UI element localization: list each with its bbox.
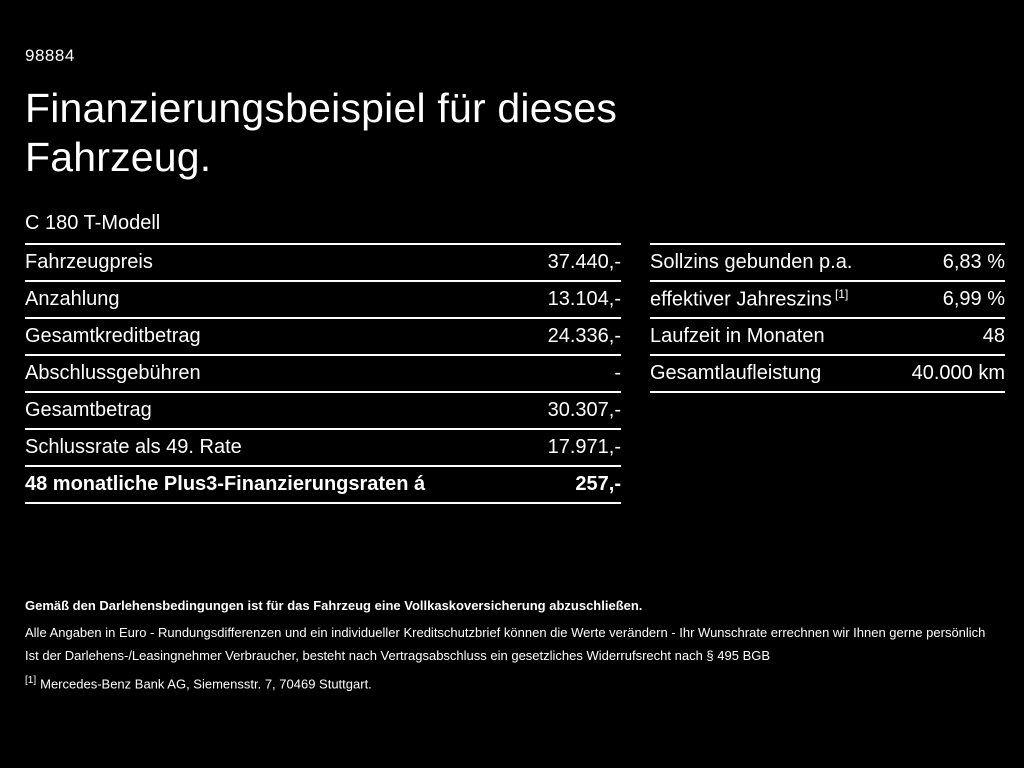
disclaimer-line-1: Alle Angaben in Euro - Rundungsdifferenz… xyxy=(25,625,986,640)
footnote-text: Mercedes-Benz Bank AG, Siemensstr. 7, 70… xyxy=(40,676,372,692)
table-row: Sollzins gebunden p.a. 6,83 % xyxy=(650,243,1005,280)
row-label-text: effektiver Jahreszins xyxy=(650,288,832,311)
table-row: effektiver Jahreszins [1] 6,99 % xyxy=(650,280,1005,317)
rates-table: Sollzins gebunden p.a. 6,83 % effektiver… xyxy=(650,243,1005,393)
row-value: 40.000 km xyxy=(911,362,1005,384)
footnote-bank: [1] Mercedes-Benz Bank AG, Siemensstr. 7,… xyxy=(25,669,1000,695)
row-label: 48 monatliche Plus3-Finanzierungsraten á xyxy=(25,473,426,495)
row-label: Anzahlung xyxy=(25,288,120,310)
row-label: Gesamtlaufleistung xyxy=(650,362,822,384)
disclaimer-line-2: Ist der Darlehens-/Leasingnehmer Verbrau… xyxy=(25,648,771,663)
row-label: Sollzins gebunden p.a. xyxy=(650,251,853,273)
row-value: 13.104,- xyxy=(547,288,621,310)
vehicle-code: 98884 xyxy=(25,46,75,65)
row-value: - xyxy=(614,362,621,384)
table-row: Laufzeit in Monaten 48 xyxy=(650,317,1005,354)
row-label: Gesamtkreditbetrag xyxy=(25,325,201,347)
page-title: Finanzierungsbeispiel für dieses Fahrzeu… xyxy=(25,85,618,180)
row-label: Laufzeit in Monaten xyxy=(650,325,825,347)
table-row: Anzahlung 13.104,- xyxy=(25,280,621,317)
legal-notes: Gemäß den Darlehensbedingungen ist für d… xyxy=(25,594,1000,695)
row-value: 30.307,- xyxy=(547,399,621,421)
row-value: 257,- xyxy=(575,473,621,495)
row-value: 17.971,- xyxy=(547,436,621,458)
row-value: 37.440,- xyxy=(547,251,621,273)
row-value: 48 xyxy=(982,325,1005,347)
footnote-marker: [1] xyxy=(25,675,37,686)
table-row: Gesamtlaufleistung 40.000 km xyxy=(650,354,1005,393)
table-row: Abschlussgebühren - xyxy=(25,354,621,391)
vehicle-model: C 180 T-Modell xyxy=(25,212,161,234)
insurance-note: Gemäß den Darlehensbedingungen ist für d… xyxy=(25,598,643,613)
table-row: Gesamtbetrag 30.307,- xyxy=(25,391,621,428)
table-row: Gesamtkreditbetrag 24.336,- xyxy=(25,317,621,354)
row-label: Gesamtbetrag xyxy=(25,399,152,421)
row-value: 6,99 % xyxy=(942,288,1005,310)
table-row-monthly-rate: 48 monatliche Plus3-Finanzierungsraten á… xyxy=(25,465,621,504)
finance-table: Fahrzeugpreis 37.440,- Anzahlung 13.104,… xyxy=(25,243,621,504)
row-value: 24.336,- xyxy=(547,325,621,347)
row-label: Abschlussgebühren xyxy=(25,362,201,384)
row-label: Fahrzeugpreis xyxy=(25,251,153,273)
row-value: 6,83 % xyxy=(942,251,1005,273)
footnote-ref: [1] xyxy=(834,287,849,302)
table-row: Schlussrate als 49. Rate 17.971,- xyxy=(25,428,621,465)
table-row: Fahrzeugpreis 37.440,- xyxy=(25,243,621,280)
row-label: effektiver Jahreszins [1] xyxy=(650,287,848,312)
row-label: Schlussrate als 49. Rate xyxy=(25,436,242,458)
